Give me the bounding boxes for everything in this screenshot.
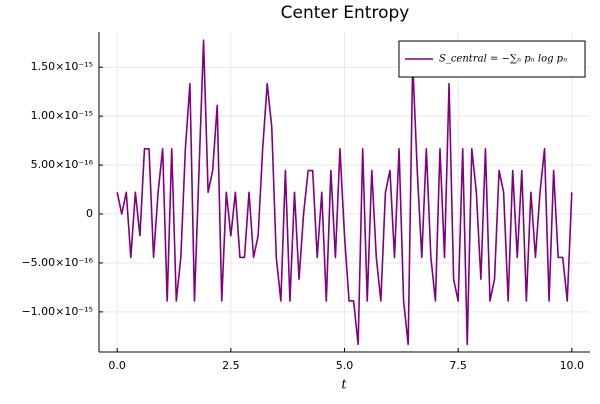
x-tick-label: 7.5: [449, 359, 467, 372]
y-tick-label: 5.00×10⁻¹⁶: [31, 158, 94, 171]
y-tick-label: 0: [86, 207, 93, 220]
legend-label: S_central = −∑ₙ pₙ log pₙ: [439, 54, 567, 65]
legend: S_central = −∑ₙ pₙ log pₙ: [398, 40, 586, 78]
chart-title: Center Entropy: [281, 3, 410, 23]
x-axis-label: t: [341, 378, 347, 393]
x-tick-label: 5.0: [336, 359, 354, 372]
y-tick-label: −1.00×10⁻¹⁵: [21, 305, 93, 318]
x-tick-label: 0.0: [108, 359, 126, 372]
x-tick-label: 10.0: [560, 359, 585, 372]
x-tick-label: 2.5: [222, 359, 240, 372]
y-tick-label: 1.50×10⁻¹⁵: [31, 60, 93, 73]
y-tick-label: −5.00×10⁻¹⁶: [21, 256, 93, 269]
y-tick-label: 1.00×10⁻¹⁵: [31, 109, 93, 122]
data-line: [116, 39, 573, 346]
